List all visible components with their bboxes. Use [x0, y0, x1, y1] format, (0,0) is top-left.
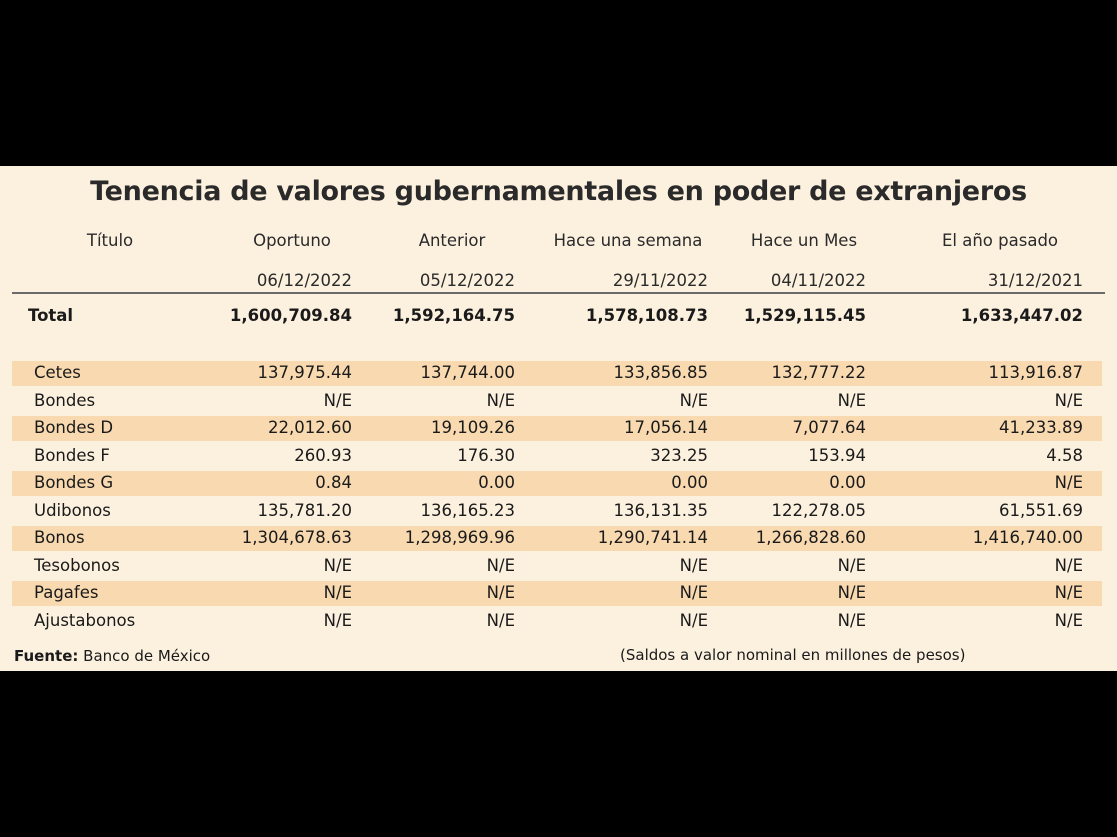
row-band [12, 361, 1102, 386]
table-cell: 323.25 [650, 445, 708, 465]
row-label: Bonos [34, 528, 85, 547]
table-cell: 1,266,828.60 [755, 528, 866, 547]
table-cell: 0.84 [315, 473, 352, 492]
total-cell: 1,600,709.84 [229, 306, 352, 325]
row-band [12, 471, 1102, 496]
row-band [12, 526, 1102, 551]
table-title: Tenencia de valores gubernamentales en p… [90, 176, 1027, 207]
row-band [12, 416, 1102, 441]
row-label: Bondes G [34, 473, 114, 492]
table-cell: 22,012.60 [268, 418, 352, 437]
column-date: 31/12/2021 [987, 271, 1083, 290]
column-header: El año pasado [941, 231, 1059, 250]
total-cell: 1,578,108.73 [585, 306, 708, 325]
table-cell: 7,077.64 [792, 418, 866, 437]
column-date: 05/12/2022 [419, 271, 515, 290]
table-cell: N/E [1054, 473, 1083, 492]
table-cell: N/E [486, 583, 515, 602]
column-header: Hace una semana [553, 231, 703, 250]
column-date: 06/12/2022 [256, 271, 352, 290]
table-cell: N/E [486, 610, 515, 630]
table-cell: N/E [679, 555, 708, 575]
row-label: Udibonos [34, 500, 111, 520]
table-cell: 136,165.23 [420, 500, 515, 520]
table-cell: 153.94 [808, 445, 866, 465]
table-cell: N/E [1054, 555, 1083, 575]
table-cell: 132,777.22 [771, 363, 866, 382]
table-card: Tenencia de valores gubernamentales en p… [0, 166, 1117, 671]
row-label: Tesobonos [34, 555, 120, 575]
table-cell: N/E [837, 583, 866, 602]
column-header: Oportuno [253, 231, 331, 250]
column-header: Hace un Mes [750, 231, 858, 250]
column-header: Anterior [418, 231, 486, 250]
total-cell: 1,592,164.75 [392, 306, 515, 325]
table-cell: 136,131.35 [613, 500, 708, 520]
table-cell: N/E [837, 390, 866, 410]
source-label: Fuente: [14, 647, 79, 665]
row-label: Bondes [34, 390, 96, 410]
table-cell: 1,290,741.14 [597, 528, 708, 547]
table-cell: N/E [837, 610, 866, 630]
table-cell: N/E [679, 390, 708, 410]
table-cell: 1,298,969.96 [404, 528, 515, 547]
table-cell: 113,916.87 [988, 363, 1083, 382]
table-cell: 176.30 [457, 445, 515, 465]
table-cell: 0.00 [671, 473, 708, 492]
table-cell: 260.93 [294, 445, 352, 465]
table-cell: 122,278.05 [771, 500, 866, 520]
table-cell: 4.58 [1046, 445, 1083, 465]
table-cell: N/E [323, 610, 352, 630]
table-cell: 1,416,740.00 [972, 528, 1083, 547]
table-cell: N/E [837, 555, 866, 575]
table-cell: N/E [679, 610, 708, 630]
table-cell: N/E [1054, 390, 1083, 410]
table-cell: 135,781.20 [257, 500, 352, 520]
table-cell: N/E [486, 555, 515, 575]
table-cell: 137,744.00 [420, 363, 515, 382]
header-divider [12, 292, 1105, 294]
table-cell: 137,975.44 [257, 363, 352, 382]
row-band [12, 581, 1102, 606]
table-cell: N/E [323, 390, 352, 410]
row-label: Pagafes [34, 583, 99, 602]
table-cell: N/E [1054, 610, 1083, 630]
row-label: Bondes D [34, 418, 114, 437]
total-label: Total [28, 306, 74, 325]
footer-source: Fuente: Banco de México [14, 647, 210, 665]
table-cell: N/E [486, 390, 515, 410]
row-label: Bondes F [34, 445, 110, 465]
table-cell: 0.00 [829, 473, 866, 492]
total-cell: 1,633,447.02 [960, 306, 1083, 325]
table-cell: N/E [679, 583, 708, 602]
row-label: Ajustabonos [34, 610, 136, 630]
row-label: Cetes [34, 363, 81, 382]
table-cell: N/E [323, 555, 352, 575]
table-cell: 61,551.69 [999, 500, 1083, 520]
table-cell: N/E [1054, 583, 1083, 602]
footer-note: (Saldos a valor nominal en millones de p… [620, 646, 966, 664]
column-date: 29/11/2022 [612, 271, 708, 290]
total-cell: 1,529,115.45 [743, 306, 866, 325]
table-cell: 41,233.89 [999, 418, 1083, 437]
source-text: Banco de México [83, 647, 211, 665]
column-header: Título [86, 231, 134, 250]
table-cell: 133,856.85 [613, 363, 708, 382]
table-cell: 17,056.14 [624, 418, 708, 437]
table-cell: N/E [323, 583, 352, 602]
column-date: 04/11/2022 [770, 271, 866, 290]
table-cell: 0.00 [478, 473, 515, 492]
table-cell: 19,109.26 [431, 418, 515, 437]
table-cell: 1,304,678.63 [241, 528, 352, 547]
